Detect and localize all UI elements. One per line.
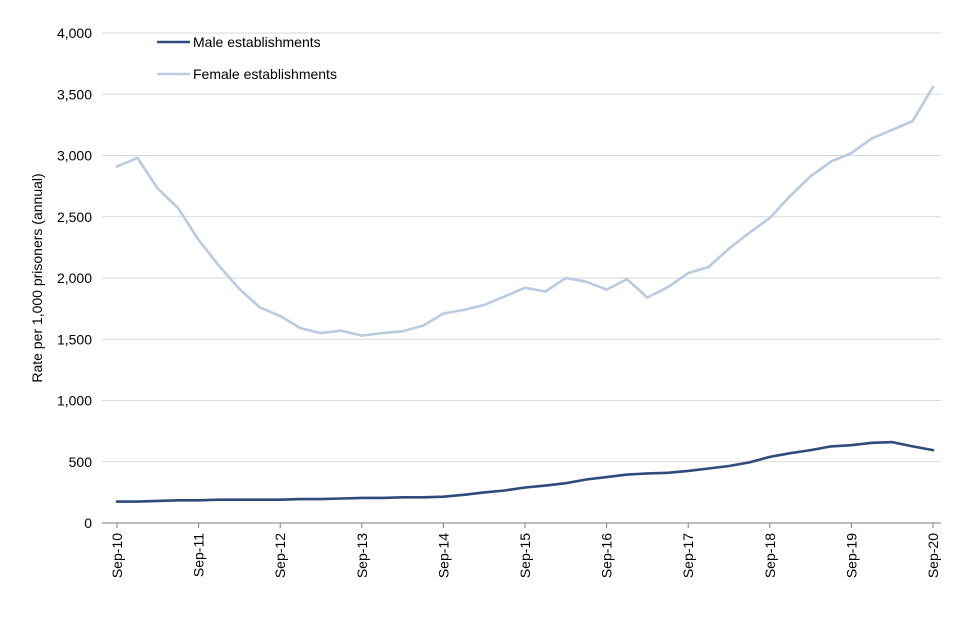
series-line-female — [115, 85, 935, 337]
y-axis-ticks: 0 500 1,000 1,500 2,000 2,500 3,000 3,500 4,000 — [57, 25, 92, 531]
series-line-male — [115, 440, 935, 503]
y-tick-label: 1,000 — [57, 393, 92, 409]
x-tick-label: Sep-14 — [435, 533, 451, 578]
y-axis-title: Rate per 1,000 prisoners (annual) — [29, 173, 45, 382]
x-tick-label: Sep-18 — [762, 533, 778, 578]
x-tick-label: Sep-20 — [925, 533, 941, 578]
y-tick-label: 2,000 — [57, 270, 92, 286]
y-tick-label: 3,000 — [57, 148, 92, 164]
series-lines — [115, 85, 935, 503]
x-tick-label: Sep-11 — [191, 533, 207, 577]
y-tick-label: 0 — [84, 515, 92, 531]
legend-label: Female establishments — [193, 66, 337, 82]
x-tick-label: Sep-12 — [272, 533, 288, 578]
x-tick-label: Sep-10 — [109, 533, 125, 578]
x-axis: Sep-10 Sep-11 Sep-12 Sep-13 Sep-14 Sep-15 Sep-… — [102, 522, 941, 578]
y-tick-label: 2,500 — [57, 209, 92, 225]
x-tick-label: Sep-17 — [680, 533, 696, 578]
legend-label: Male establishments — [193, 34, 321, 50]
x-tick-label: Sep-19 — [843, 533, 859, 578]
legend: Male establishments Female establishments — [157, 34, 337, 82]
y-tick-label: 1,500 — [57, 331, 92, 347]
gridlines — [102, 32, 941, 463]
x-tick-label: Sep-13 — [354, 533, 370, 578]
y-tick-label: 500 — [69, 454, 93, 470]
x-tick-label: Sep-16 — [599, 533, 615, 578]
y-tick-label: 4,000 — [57, 25, 92, 41]
y-tick-label: 3,500 — [57, 86, 92, 102]
x-tick-label: Sep-15 — [517, 533, 533, 578]
